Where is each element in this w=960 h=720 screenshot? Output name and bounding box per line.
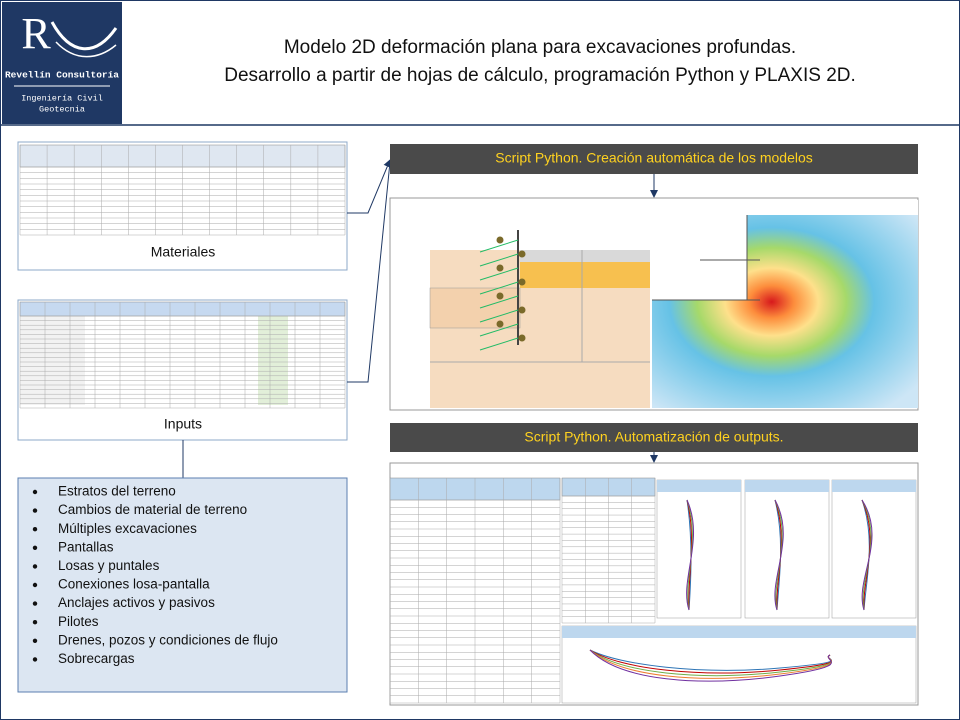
feature: Sobrecargas	[58, 651, 135, 666]
feature: Múltiples excavaciones	[58, 521, 197, 536]
inputs-table	[19, 301, 346, 409]
chart-title-bar	[562, 626, 916, 638]
table-fill	[258, 305, 288, 405]
feature: Losas y puntales	[58, 558, 160, 573]
step-label: Script Python. Creación automática de lo…	[495, 150, 813, 166]
node	[518, 250, 526, 258]
panel-label: Inputs	[164, 416, 202, 432]
bullet	[32, 508, 38, 513]
anchor	[479, 295, 519, 309]
structure	[652, 215, 760, 301]
bullet	[32, 638, 38, 643]
logo-letter: R	[21, 9, 51, 58]
outputs	[389, 477, 917, 704]
feature: Estratos del terreno	[58, 484, 176, 499]
anchors	[479, 236, 526, 351]
bullet	[32, 564, 38, 569]
anchor	[479, 253, 519, 267]
chart-title-bar	[745, 480, 829, 492]
tagline: Ingeniería Civil	[21, 93, 103, 103]
curve	[589, 649, 832, 682]
bullet	[32, 527, 38, 532]
feature: Cambios de material de terreno	[58, 502, 247, 517]
anchor	[479, 281, 519, 295]
step-bar	[390, 423, 918, 452]
panel-label: Materiales	[151, 244, 216, 260]
anchor	[479, 323, 519, 337]
node	[518, 278, 526, 286]
curve	[861, 499, 873, 611]
chart-frame	[744, 479, 830, 619]
bullet	[32, 601, 38, 606]
node	[518, 306, 526, 314]
chart-title-bar	[657, 480, 741, 492]
node	[518, 334, 526, 342]
step-label: Script Python. Automatización de outputs…	[524, 429, 783, 445]
title: Modelo 2D deformación plana para excavac…	[284, 37, 796, 58]
bullet	[32, 657, 38, 662]
title: Desarrollo a partir de hojas de cálculo,…	[224, 65, 856, 86]
feature: Pantallas	[58, 539, 114, 554]
excavated-zone	[652, 215, 747, 300]
node	[496, 264, 504, 272]
anchor	[479, 239, 519, 253]
arrow	[347, 161, 391, 383]
node	[496, 292, 504, 300]
anchor	[479, 309, 519, 323]
feature: Anclajes activos y pasivos	[58, 595, 215, 610]
chart-frame	[831, 479, 917, 619]
anchor	[479, 267, 519, 281]
node	[496, 320, 504, 328]
feature: Drenes, pozos y condiciones de flujo	[58, 632, 278, 647]
curve	[774, 499, 784, 611]
bullet	[32, 489, 38, 495]
table-fill	[20, 305, 85, 405]
excavation	[429, 287, 521, 329]
bullet	[32, 582, 38, 588]
logo-curve	[55, 41, 117, 58]
feature-list: Estratos del terreno Cambios de material …	[32, 484, 278, 666]
anchor	[479, 337, 519, 351]
soil-layer	[520, 250, 650, 262]
soil-layer	[520, 262, 650, 288]
chart-frame	[656, 479, 742, 619]
logo-box	[2, 2, 122, 124]
company: Revellín Consultoría	[5, 70, 119, 81]
features-box	[17, 477, 348, 693]
bullet	[32, 620, 38, 625]
arrow	[347, 159, 392, 214]
tagline: Geotecnia	[39, 104, 85, 114]
chart-title-bar	[832, 480, 916, 492]
table-header	[19, 301, 346, 317]
bullet	[32, 545, 38, 550]
curve	[686, 499, 694, 611]
feature: Pilotes	[58, 614, 99, 629]
materials-table	[19, 144, 346, 236]
logo-curve	[50, 21, 118, 51]
axis-strip	[652, 200, 918, 215]
feature: Conexiones losa-pantalla	[58, 577, 210, 592]
step-bar	[390, 144, 918, 174]
node	[496, 236, 504, 244]
